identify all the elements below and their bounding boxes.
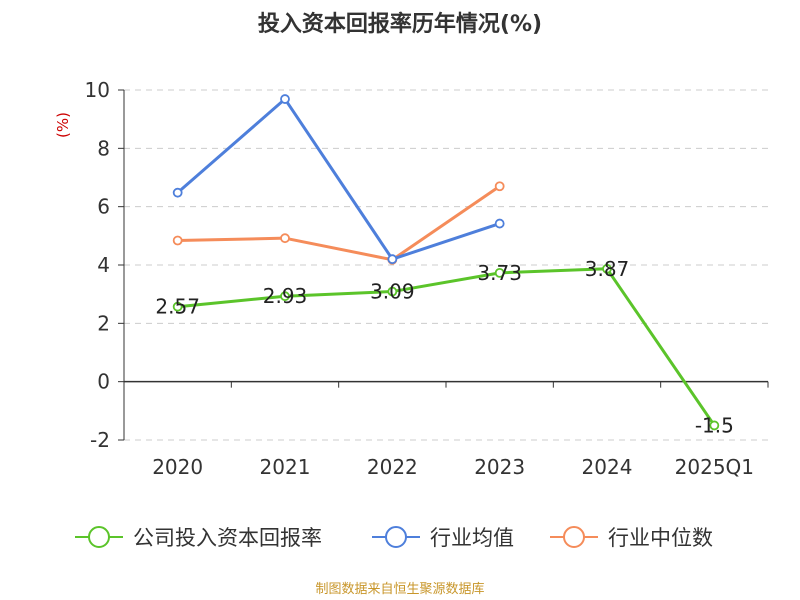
data-label: -1.5 bbox=[695, 413, 734, 437]
axes: -2 0 2 4 6 8 10 2020 2021 2022 2023 2024 2025Q1 (%) bbox=[54, 78, 769, 479]
y-tick-label: 6 bbox=[97, 195, 110, 219]
data-point bbox=[280, 94, 290, 104]
y-tick-label: 4 bbox=[97, 253, 110, 277]
data-point bbox=[172, 235, 183, 246]
data-label: 3.73 bbox=[477, 261, 522, 285]
y-axis-label: (%) bbox=[54, 112, 72, 138]
data-point bbox=[602, 263, 612, 274]
data-point bbox=[494, 181, 505, 192]
x-tick-label: 2022 bbox=[367, 455, 418, 479]
data-labels: 2.57 2.93 3.09 3.73 3.87 -1.5 bbox=[155, 257, 733, 438]
data-point bbox=[709, 420, 720, 431]
y-tick-label: 0 bbox=[97, 370, 110, 394]
data-point bbox=[172, 301, 183, 312]
x-tick-label: 2024 bbox=[582, 455, 633, 479]
data-label: 3.87 bbox=[585, 257, 630, 281]
legend-label: 行业均值 bbox=[430, 526, 514, 550]
data-label: 3.09 bbox=[370, 280, 415, 304]
data-point bbox=[387, 254, 398, 265]
data-point bbox=[387, 286, 398, 297]
legend-marker bbox=[385, 526, 407, 548]
y-tick-label: 8 bbox=[97, 136, 110, 160]
x-tick-label: 2025Q1 bbox=[675, 455, 754, 479]
data-point bbox=[494, 218, 505, 229]
series-line bbox=[177, 267, 716, 427]
y-tick-label: 2 bbox=[97, 311, 110, 335]
data-point bbox=[494, 267, 505, 278]
x-tick-label: 2020 bbox=[152, 455, 203, 479]
y-tick-label: 10 bbox=[85, 78, 110, 102]
y-tick-label: -2 bbox=[90, 428, 110, 452]
chart-title: 投入资本回报率历年情况(%) bbox=[257, 12, 543, 37]
x-tick-label: 2021 bbox=[260, 455, 311, 479]
data-label: 2.93 bbox=[263, 284, 308, 308]
series-line bbox=[176, 97, 501, 261]
series-lines bbox=[172, 94, 720, 431]
legend-label: 行业中位数 bbox=[608, 526, 713, 550]
source-note: 制图数据来自恒生聚源数据库 bbox=[315, 582, 485, 597]
data-label: 2.57 bbox=[155, 295, 200, 319]
legend: 公司投入资本回报率 行业均值 行业中位数 bbox=[75, 526, 713, 550]
x-tick-label: 2023 bbox=[474, 455, 525, 479]
legend-marker bbox=[563, 526, 585, 548]
series-line bbox=[177, 185, 501, 262]
data-point bbox=[280, 291, 290, 302]
data-point bbox=[172, 187, 183, 198]
legend-marker bbox=[88, 526, 110, 548]
grid-lines bbox=[124, 89, 768, 441]
data-point bbox=[280, 233, 290, 244]
legend-label: 公司投入资本回报率 bbox=[133, 526, 322, 550]
